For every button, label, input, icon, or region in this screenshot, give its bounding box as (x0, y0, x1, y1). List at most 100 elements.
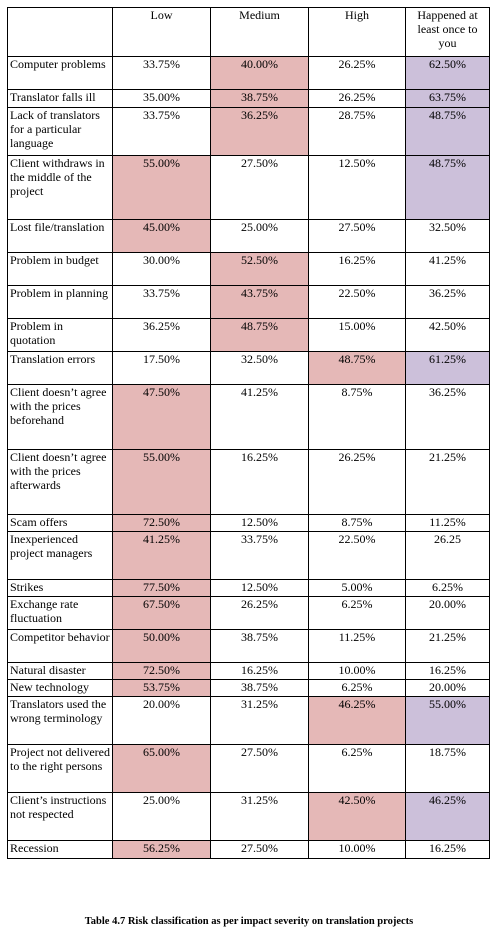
table-row: Translators used the wrong terminology 20… (7, 696, 490, 745)
happened-value-cell: 63.75% (405, 89, 490, 108)
high-value-cell: 26.25% (308, 449, 406, 515)
low-value-cell: 45.00% (112, 219, 211, 253)
low-value-cell: 36.25% (112, 318, 211, 352)
table-row: Client doesn’t agree with the prices aft… (7, 449, 490, 515)
risk-factor-cell: Lost file/translation (7, 219, 113, 253)
table-row: Project not delivered to the right perso… (7, 744, 490, 793)
risk-factor-cell: Computer problems (7, 56, 113, 90)
table-row: Lack of translators for a particular lan… (7, 107, 490, 156)
low-value-cell: 77.50% (112, 579, 211, 597)
low-value-cell: 53.75% (112, 679, 211, 697)
happened-value-cell: 21.25% (405, 449, 490, 515)
table-row: Client withdraws in the middle of the pr… (7, 155, 490, 220)
header-medium: Medium (210, 7, 309, 57)
table-row: New technology 53.75% 38.75% 6.25% 20.00% (7, 679, 490, 697)
happened-value-cell: 62.50% (405, 56, 490, 90)
medium-value-cell: 26.25% (210, 596, 309, 630)
table-row: Natural disaster 72.50% 16.25% 10.00% 16.25% (7, 662, 490, 680)
low-value-cell: 30.00% (112, 252, 211, 286)
happened-value-cell: 61.25% (405, 351, 490, 385)
medium-value-cell: 36.25% (210, 107, 309, 156)
table-row: Problem in planning 33.75% 43.75% 22.50% 36.… (7, 285, 490, 319)
table-row: Competitor behavior 50.00% 38.75% 11.25% 21.… (7, 629, 490, 663)
high-value-cell: 10.00% (308, 840, 406, 859)
high-value-cell: 26.25% (308, 56, 406, 90)
table-body: Computer problems 33.75% 40.00% 26.25% 62.50… (7, 56, 490, 859)
happened-value-cell: 46.25% (405, 792, 490, 841)
table-row: Translation errors 17.50% 32.50% 48.75% 61.2… (7, 351, 490, 385)
risk-factor-cell: Scam offers (7, 514, 113, 532)
low-value-cell: 72.50% (112, 662, 211, 680)
low-value-cell: 65.00% (112, 744, 211, 793)
happened-value-cell: 42.50% (405, 318, 490, 352)
high-value-cell: 8.75% (308, 514, 406, 532)
risk-factor-cell: Client doesn’t agree with the prices aft… (7, 449, 113, 515)
risk-factor-cell: Problem in budget (7, 252, 113, 286)
happened-value-cell: 41.25% (405, 252, 490, 286)
medium-value-cell: 38.75% (210, 89, 309, 108)
high-value-cell: 22.50% (308, 285, 406, 319)
high-value-cell: 6.25% (308, 744, 406, 793)
table-row: Exchange rate fluctuation 67.50% 26.25% 6.2… (7, 596, 490, 630)
low-value-cell: 55.00% (112, 155, 211, 220)
header-factor (7, 7, 113, 57)
high-value-cell: 26.25% (308, 89, 406, 108)
table-row: Strikes 77.50% 12.50% 5.00% 6.25% (7, 579, 490, 597)
happened-value-cell: 32.50% (405, 219, 490, 253)
happened-value-cell: 36.25% (405, 285, 490, 319)
table-row: Computer problems 33.75% 40.00% 26.25% 62.50… (7, 56, 490, 90)
risk-factor-cell: Client doesn’t agree with the prices bef… (7, 384, 113, 450)
low-value-cell: 25.00% (112, 792, 211, 841)
medium-value-cell: 27.50% (210, 744, 309, 793)
high-value-cell: 46.25% (308, 696, 406, 745)
high-value-cell: 5.00% (308, 579, 406, 597)
medium-value-cell: 31.25% (210, 792, 309, 841)
happened-value-cell: 18.75% (405, 744, 490, 793)
risk-factor-cell: Natural disaster (7, 662, 113, 680)
happened-value-cell: 36.25% (405, 384, 490, 450)
high-value-cell: 27.50% (308, 219, 406, 253)
risk-factor-cell: Competitor behavior (7, 629, 113, 663)
happened-value-cell: 11.25% (405, 514, 490, 532)
table-row: Lost file/translation 45.00% 25.00% 27.50% 3… (7, 219, 490, 253)
low-value-cell: 56.25% (112, 840, 211, 859)
medium-value-cell: 12.50% (210, 514, 309, 532)
table-row: Problem in budget 30.00% 52.50% 16.25% 41.25… (7, 252, 490, 286)
risk-factor-cell: Client withdraws in the middle of the pr… (7, 155, 113, 220)
high-value-cell: 28.75% (308, 107, 406, 156)
risk-factor-cell: New technology (7, 679, 113, 697)
medium-value-cell: 52.50% (210, 252, 309, 286)
risk-factor-cell: Project not delivered to the right perso… (7, 744, 113, 793)
happened-value-cell: 48.75% (405, 107, 490, 156)
header-high: High (308, 7, 406, 57)
medium-value-cell: 48.75% (210, 318, 309, 352)
table-row: Inexperienced project managers 41.25% 33.7… (7, 531, 490, 580)
header-row: Low Medium High Happened at least once t… (7, 7, 490, 57)
happened-value-cell: 16.25% (405, 662, 490, 680)
medium-value-cell: 32.50% (210, 351, 309, 385)
high-value-cell: 6.25% (308, 679, 406, 697)
low-value-cell: 33.75% (112, 285, 211, 319)
risk-factor-cell: Inexperienced project managers (7, 531, 113, 580)
high-value-cell: 22.50% (308, 531, 406, 580)
medium-value-cell: 16.25% (210, 449, 309, 515)
happened-value-cell: 16.25% (405, 840, 490, 859)
low-value-cell: 35.00% (112, 89, 211, 108)
risk-factor-cell: Translators used the wrong terminology (7, 696, 113, 745)
high-value-cell: 48.75% (308, 351, 406, 385)
medium-value-cell: 25.00% (210, 219, 309, 253)
table-row: Client doesn’t agree with the prices bef… (7, 384, 490, 450)
table-row: Problem in quotation 36.25% 48.75% 15.00% 42… (7, 318, 490, 352)
risk-factor-cell: Translation errors (7, 351, 113, 385)
risk-factor-cell: Strikes (7, 579, 113, 597)
high-value-cell: 42.50% (308, 792, 406, 841)
risk-factor-cell: Client’s instructions not respected (7, 792, 113, 841)
happened-value-cell: 20.00% (405, 596, 490, 630)
medium-value-cell: 33.75% (210, 531, 309, 580)
header-low: Low (112, 7, 211, 57)
low-value-cell: 20.00% (112, 696, 211, 745)
medium-value-cell: 12.50% (210, 579, 309, 597)
risk-factor-cell: Lack of translators for a particular lan… (7, 107, 113, 156)
low-value-cell: 47.50% (112, 384, 211, 450)
